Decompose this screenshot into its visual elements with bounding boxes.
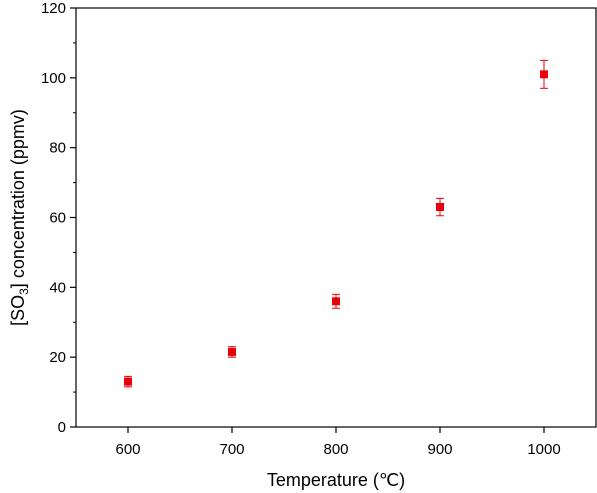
y-axis-title-prefix: [SO bbox=[8, 295, 28, 326]
y-axis-title-subscript: 3 bbox=[17, 288, 31, 295]
y-tick-label: 100 bbox=[41, 70, 66, 87]
y-tick-label: 0 bbox=[58, 419, 66, 436]
y-tick-label: 20 bbox=[49, 349, 66, 366]
y-axis-title-suffix: ] concentration (ppmv) bbox=[8, 109, 28, 288]
x-tick-label: 900 bbox=[427, 441, 452, 458]
square-marker bbox=[332, 297, 340, 306]
square-marker bbox=[228, 347, 236, 356]
x-tick-label: 600 bbox=[115, 441, 140, 458]
x-tick-label: 800 bbox=[323, 441, 348, 458]
x-tick-label: 700 bbox=[219, 441, 244, 458]
data-point bbox=[332, 293, 340, 309]
y-axis-title: [SO3] concentration (ppmv) bbox=[8, 109, 31, 326]
y-tick-label: 40 bbox=[49, 279, 66, 296]
y-tick-label: 120 bbox=[41, 0, 66, 17]
x-axis: 600 700 800 900 1000 bbox=[115, 427, 561, 458]
plot-frame bbox=[75, 7, 597, 428]
x-axis-title: Temperature (℃) bbox=[267, 470, 405, 490]
square-marker bbox=[540, 70, 548, 79]
data-point bbox=[228, 346, 236, 358]
data-point bbox=[540, 59, 548, 89]
square-marker bbox=[436, 203, 444, 212]
y-tick-label: 60 bbox=[49, 210, 66, 227]
data-point bbox=[124, 375, 132, 388]
square-marker bbox=[124, 377, 132, 386]
data-point bbox=[436, 197, 444, 217]
data-series bbox=[124, 59, 548, 388]
y-tick-label: 80 bbox=[49, 140, 66, 157]
y-axis: 0 20 40 60 80 100 120 bbox=[41, 0, 76, 436]
x-tick-label: 1000 bbox=[527, 441, 560, 458]
